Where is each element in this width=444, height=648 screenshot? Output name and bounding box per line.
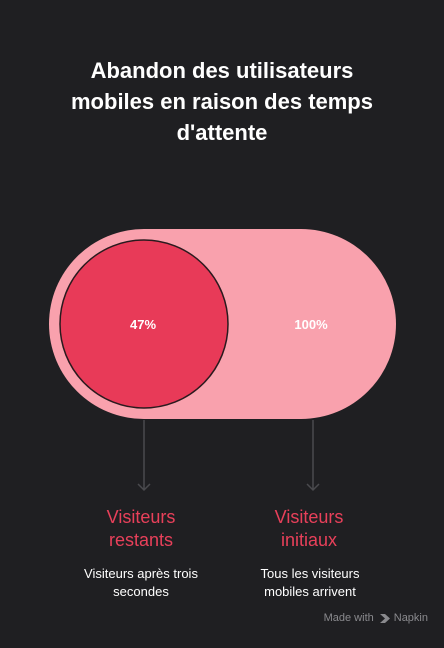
outer-desc-line-1: Tous les visiteurs <box>260 566 360 581</box>
outer-label-description: Tous les visiteurs mobiles arrivent <box>225 565 395 601</box>
napkin-brand-label: Napkin <box>393 612 428 624</box>
outer-label-title-line-2: initiaux <box>280 530 338 550</box>
arrow-outer <box>306 420 320 492</box>
inner-label-title-line-1: Visiteurs <box>106 507 176 527</box>
inner-desc-line-2: secondes <box>113 584 169 599</box>
title-line-1: Abandon des utilisateurs <box>90 58 354 83</box>
outer-desc-line-2: mobiles arrivent <box>264 584 356 599</box>
inner-desc-line-1: Visiteurs après trois <box>84 566 198 581</box>
outer-label-title: Visiteurs initiaux <box>229 506 389 552</box>
outer-label-title-line-1: Visiteurs <box>274 507 344 527</box>
title-line-2: mobiles en raison des temps <box>71 89 373 114</box>
page-title: Abandon des utilisateurs mobiles en rais… <box>0 55 444 148</box>
napkin-brand: Napkin <box>379 612 428 624</box>
arrow-inner <box>137 420 151 492</box>
inner-label-title-line-2: restants <box>108 530 174 550</box>
title-line-3: d'attente <box>176 120 268 145</box>
made-with-footer[interactable]: Made with Napkin <box>324 612 428 624</box>
napkin-logo-icon <box>379 613 390 623</box>
inner-value-label: 47% <box>130 317 156 332</box>
inner-label-title: Visiteurs restants <box>61 506 221 552</box>
made-with-label: Made with <box>323 612 374 624</box>
outer-value-label: 100% <box>294 317 328 332</box>
inner-label-description: Visiteurs après trois secondes <box>56 565 226 601</box>
inner-circle <box>59 239 229 409</box>
